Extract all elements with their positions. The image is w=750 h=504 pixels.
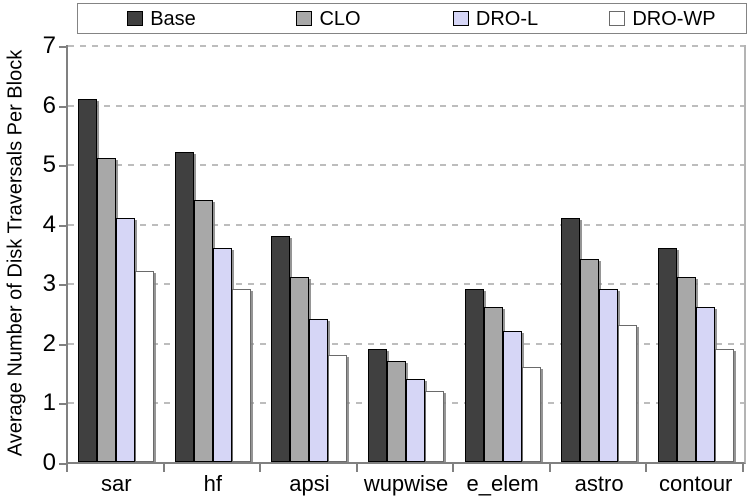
y-tick-label: 4: [42, 210, 56, 238]
bar-clo-e_elem: [483, 307, 503, 462]
x-tick-mark: [355, 464, 358, 472]
x-label-contour: contour: [659, 471, 733, 496]
y-tick-label: 6: [42, 91, 56, 119]
bar-dro-wp-astro: [618, 325, 638, 462]
legend-label: CLO: [319, 7, 361, 30]
bar-clo-apsi: [290, 277, 310, 462]
bar-clo-sar: [97, 158, 117, 462]
y-tick-label: 3: [42, 270, 56, 298]
bar-clo-wupwise: [386, 360, 406, 462]
gridline-y3: [68, 283, 744, 286]
x-label-apsi: apsi: [289, 471, 330, 496]
bar-group-astro: [551, 45, 648, 462]
y-tick-mark: [59, 46, 66, 48]
bar-dro-l-sar: [116, 217, 136, 462]
y-tick-label: 1: [42, 389, 56, 417]
legend-item-base: Base: [78, 9, 245, 29]
bar-base-apsi: [271, 235, 291, 462]
bar-dro-wp-sar: [135, 271, 155, 462]
bar-dro-wp-e_elem: [521, 366, 541, 462]
bar-dro-wp-contour: [714, 348, 734, 462]
legend-item-dro-wp: DRO-WP: [579, 9, 746, 29]
legend-label: DRO-L: [475, 7, 539, 30]
x-tick-mark: [66, 464, 68, 472]
legend-swatch-base: [127, 11, 144, 26]
gridline-y5: [68, 164, 744, 167]
x-label-astro: astro: [574, 471, 624, 496]
y-tick-mark: [59, 284, 66, 287]
legend-label: DRO-WP: [632, 7, 716, 30]
bar-base-hf: [174, 152, 194, 462]
legend-label: Base: [150, 7, 196, 30]
x-label-hf: hf: [203, 471, 223, 496]
bar-group-e_elem: [454, 45, 551, 462]
bar-clo-hf: [193, 199, 213, 462]
bar-base-wupwise: [367, 348, 387, 462]
x-tick-mark: [259, 464, 262, 472]
x-label-sar: sar: [101, 471, 132, 496]
legend-swatch-dro-wp: [609, 11, 626, 26]
y-tick-label: 5: [42, 151, 56, 179]
x-tick-mark: [742, 464, 744, 472]
y-tick-mark: [59, 463, 66, 465]
legend-item-dro-l: DRO-L: [412, 9, 579, 29]
plot-area: [66, 45, 746, 464]
bar-clo-contour: [676, 277, 696, 462]
bar-dro-wp-hf: [231, 289, 251, 462]
gridline-y4: [68, 223, 744, 226]
bar-base-e_elem: [464, 289, 484, 462]
x-label-e_elem: e_elem: [466, 471, 539, 496]
bar-dro-l-astro: [599, 289, 619, 462]
bar-group-contour: [647, 45, 744, 462]
bar-dro-l-contour: [695, 307, 715, 462]
x-label-wupwise: wupwise: [363, 471, 449, 496]
y-tick-label: 0: [42, 449, 56, 476]
legend-swatch-clo: [296, 11, 313, 26]
gridline-y2: [68, 342, 744, 345]
y-tick-mark: [59, 403, 66, 406]
bar-dro-wp-wupwise: [424, 390, 444, 462]
legend-swatch-dro-l: [452, 11, 469, 26]
x-tick-mark: [548, 464, 551, 472]
bar-group-wupwise: [358, 45, 455, 462]
y-tick-label: 2: [42, 329, 56, 357]
bar-group-sar: [68, 45, 165, 462]
bar-dro-l-e_elem: [502, 330, 522, 462]
bar-dro-l-wupwise: [405, 378, 425, 462]
x-tick-mark: [645, 464, 648, 472]
bar-group-hf: [165, 45, 262, 462]
y-tick-label: 7: [42, 32, 56, 59]
x-tick-mark: [162, 464, 165, 472]
bar-group-apsi: [261, 45, 358, 462]
legend-item-clo: CLO: [245, 9, 412, 29]
y-tick-mark: [59, 343, 66, 346]
bar-base-astro: [561, 217, 581, 462]
bar-base-sar: [78, 98, 98, 462]
x-tick-mark: [452, 464, 455, 472]
y-tick-mark: [59, 224, 66, 227]
y-tick-mark: [59, 105, 66, 108]
bar-dro-l-hf: [212, 247, 232, 462]
bar-clo-astro: [580, 259, 600, 462]
gridline-y6: [68, 104, 744, 107]
y-tick-mark: [59, 165, 66, 168]
bar-dro-wp-apsi: [328, 354, 348, 462]
gridline-y7: [68, 45, 744, 47]
bar-dro-l-apsi: [309, 319, 329, 462]
legend: Base CLO DRO-L DRO-WP: [77, 3, 747, 34]
bar-base-contour: [657, 247, 677, 462]
